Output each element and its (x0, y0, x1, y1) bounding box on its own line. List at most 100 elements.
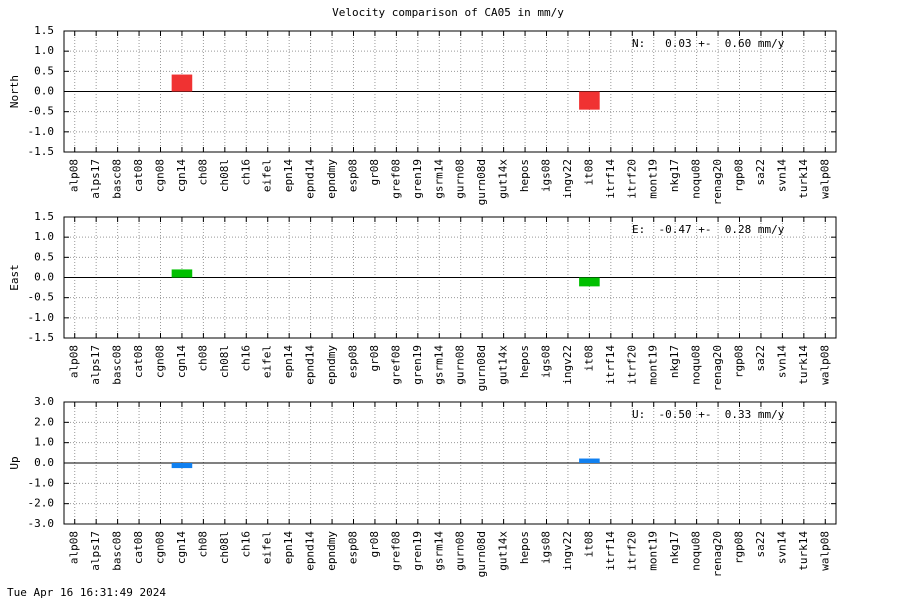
x-tick-label: nkg17 (668, 531, 681, 564)
chart-title: Velocity comparison of CA05 in mm/y (332, 6, 564, 19)
x-tick-label: mont19 (647, 159, 660, 199)
x-tick-label: epnd14 (304, 531, 317, 571)
y-tick-label: 3.0 (34, 395, 54, 408)
x-tick-label: cgn14 (175, 531, 188, 564)
plot-frame (63, 30, 837, 153)
x-tick-label: gurn08 (454, 159, 467, 199)
bar (171, 74, 193, 92)
x-tick-label: walp08 (818, 531, 831, 571)
x-tick-label: epndmy (325, 531, 338, 571)
x-tick-label: igs08 (540, 345, 553, 378)
bar (579, 458, 600, 463)
x-tick-label: alps17 (89, 159, 102, 199)
x-tick-label: hepos (518, 345, 531, 378)
x-tick-label: gurn08d (475, 531, 488, 577)
x-tick-label: gurn08 (454, 345, 467, 385)
x-tick-label: walp08 (818, 159, 831, 199)
x-tick-label: ch08l (218, 159, 231, 192)
y-tick-label: -3.0 (28, 517, 55, 530)
x-tick-label: gref08 (389, 159, 402, 199)
plot-frame (63, 401, 837, 525)
x-tick-label: cat08 (132, 531, 145, 564)
x-tick-label: gsrm14 (432, 159, 445, 199)
y-tick-label: -1.0 (28, 125, 55, 138)
x-tick-label: gurn08 (454, 531, 467, 571)
footer: Tue Apr 16 16:31:49 2024 (7, 586, 166, 599)
x-tick-label: gurn08d (475, 345, 488, 391)
x-tick-label: gr08 (368, 159, 381, 186)
x-tick-label: mont19 (647, 531, 660, 571)
bar (171, 269, 193, 278)
y-tick-label: 2.0 (34, 415, 54, 428)
y-tick-label: -1.0 (28, 311, 55, 324)
x-tick-label: ch08 (196, 159, 209, 186)
y-tick-label: -2.0 (28, 497, 55, 510)
y-axis-label: North (8, 75, 21, 108)
y-tick-label: 1.0 (34, 44, 54, 57)
x-tick-label: ch08 (196, 531, 209, 558)
x-tick-label: eifel (261, 159, 274, 192)
x-tick-label: gren19 (411, 531, 424, 571)
x-tick-label: gren19 (411, 345, 424, 385)
bar (579, 277, 600, 287)
y-tick-label: 0.5 (34, 250, 54, 263)
x-tick-label: ch16 (239, 345, 252, 372)
x-tick-label: eifel (261, 345, 274, 378)
x-tick-label: cgn08 (154, 531, 167, 564)
x-tick-label: epndmy (325, 345, 338, 385)
y-tick-label: 0.5 (34, 64, 54, 77)
x-tick-label: renag20 (711, 531, 724, 577)
x-tick-label: noqu08 (690, 345, 703, 385)
x-tick-label: gr08 (368, 531, 381, 558)
x-tick-label: alp08 (68, 531, 81, 564)
x-tick-label: it08 (582, 159, 595, 186)
x-tick-label: itrf20 (625, 531, 638, 571)
x-tick-label: epn14 (282, 345, 295, 378)
x-tick-label: alp08 (68, 345, 81, 378)
x-tick-label: gsrm14 (432, 345, 445, 385)
x-tick-label: svn14 (775, 531, 788, 564)
x-tick-label: nkg17 (668, 345, 681, 378)
x-tick-label: rgp08 (733, 159, 746, 192)
x-tick-label: noqu08 (690, 159, 703, 199)
x-tick-label: cat08 (132, 345, 145, 378)
x-tick-label: noqu08 (690, 531, 703, 571)
x-tick-label: turk14 (797, 531, 810, 571)
x-tick-label: epn14 (282, 159, 295, 192)
x-tick-label: ingv22 (561, 531, 574, 571)
x-tick-label: gref08 (389, 531, 402, 571)
y-tick-label: -0.5 (28, 291, 55, 304)
x-tick-label: gurn08d (475, 159, 488, 205)
x-tick-label: basc08 (111, 531, 124, 571)
x-tick-label: esp08 (347, 531, 360, 564)
y-tick-label: 0.0 (34, 456, 54, 469)
x-tick-label: rgp08 (733, 345, 746, 378)
x-tick-label: nkg17 (668, 159, 681, 192)
x-tick-label: cat08 (132, 159, 145, 192)
x-tick-label: esp08 (347, 345, 360, 378)
bar (171, 463, 193, 469)
y-tick-label: 1.5 (34, 210, 54, 223)
x-tick-label: alp08 (68, 159, 81, 192)
x-tick-label: itrf14 (604, 159, 617, 199)
x-tick-label: basc08 (111, 159, 124, 199)
x-tick-label: gr08 (368, 345, 381, 372)
y-tick-label: 0.0 (34, 271, 54, 284)
x-tick-label: ch08l (218, 345, 231, 378)
bar (579, 91, 600, 110)
x-tick-label: hepos (518, 531, 531, 564)
x-tick-label: cgn08 (154, 159, 167, 192)
x-tick-label: gut14x (497, 531, 510, 571)
x-tick-label: itrf14 (604, 531, 617, 571)
x-tick-label: epnd14 (304, 159, 317, 199)
x-tick-label: gut14x (497, 159, 510, 199)
x-tick-label: ch08l (218, 531, 231, 564)
x-tick-label: svn14 (775, 345, 788, 378)
x-tick-label: gsrm14 (432, 531, 445, 571)
x-tick-label: renag20 (711, 345, 724, 391)
x-tick-label: ingv22 (561, 345, 574, 385)
annotation: E: -0.47 +- 0.28 mm/y (632, 223, 785, 236)
x-tick-label: cgn08 (154, 345, 167, 378)
